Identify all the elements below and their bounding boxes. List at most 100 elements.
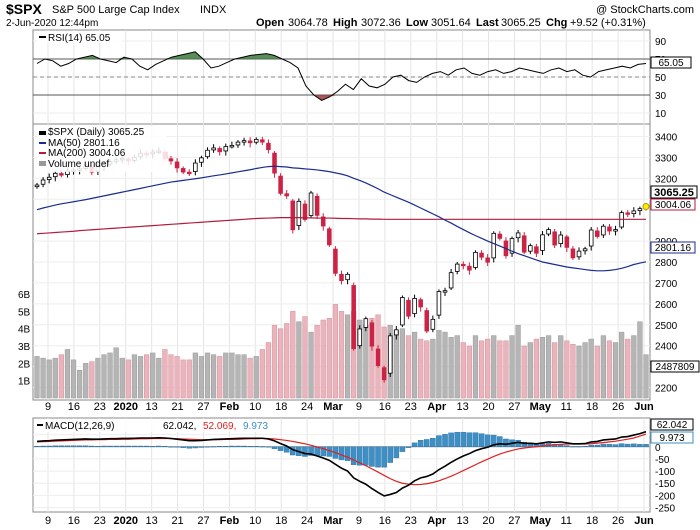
macd-histogram-bar: [369, 446, 375, 467]
macd-histogram-bar: [52, 445, 59, 447]
price-tick-label: 2600: [655, 300, 678, 311]
candle-body: [247, 140, 253, 144]
candle-body: [180, 168, 186, 173]
candle-body: [485, 257, 490, 263]
candle-body: [327, 228, 332, 246]
candle-body: [637, 208, 643, 212]
candle-body: [521, 235, 527, 253]
volume-bar: [107, 352, 113, 399]
x-tick-label: Jun: [634, 515, 654, 527]
candle-body: [576, 250, 582, 258]
macd-histogram-bar: [405, 446, 412, 448]
ma50-last-tag: 2801.16: [650, 241, 696, 254]
macd-histogram-bar: [503, 438, 509, 447]
candle-body: [479, 252, 484, 258]
price-last-value: 3065.25: [654, 187, 694, 199]
candle-body: [351, 285, 356, 350]
hist-last-value: 9.973: [659, 433, 684, 444]
volume-bar: [144, 354, 150, 399]
macd-histogram-bar: [192, 446, 199, 449]
macd-histogram-bar: [618, 443, 625, 447]
volume-bar: [424, 340, 430, 399]
ma50-last-value: 2801.16: [655, 243, 692, 254]
macd-histogram-bar: [34, 446, 40, 447]
macd-histogram-bar: [149, 446, 156, 447]
volume-bar: [277, 328, 284, 399]
volume-bar: [503, 340, 509, 399]
chg-label: Chg: [546, 17, 567, 29]
macd-histogram-bar: [436, 435, 442, 447]
candle-body: [260, 139, 265, 143]
macd-histogram-bar: [58, 445, 65, 447]
candle-body: [454, 263, 460, 272]
macd-tick-label: 0: [655, 443, 661, 454]
candle-body: [272, 152, 277, 174]
volume-bar: [527, 342, 533, 399]
volume-bar: [192, 352, 198, 399]
x-tick-label: 10: [249, 515, 261, 527]
x-tick-label: Jun: [634, 401, 654, 413]
macd-legend-label: MACD(12,26,9): [45, 421, 114, 432]
macd-chart: [33, 430, 650, 497]
candle-body: [363, 318, 369, 328]
volume-bar: [381, 326, 387, 399]
candle-body: [217, 148, 222, 153]
candle-body: [491, 232, 497, 259]
price-tick-label: 2800: [655, 258, 678, 269]
macd-histogram-bar: [113, 445, 119, 447]
rsi-line: [36, 51, 647, 101]
volume-bar: [162, 349, 168, 399]
rsi-legend-label: RSI(14) 65.05: [48, 33, 111, 44]
volume-bar: [217, 356, 223, 399]
volume-bar: [363, 324, 369, 399]
price-legend: $SPX (Daily) 3065.25 MA(50) 2801.16 MA(2…: [37, 126, 167, 172]
macd-histogram-bar: [472, 432, 479, 447]
volume-bar: [405, 335, 412, 399]
macd-histogram-bar: [131, 445, 138, 447]
high-label: High: [333, 17, 358, 29]
x-tick-label: 11: [561, 515, 572, 527]
macd-histogram-bar: [186, 446, 193, 449]
exchange: INDX: [200, 4, 227, 16]
macd-histogram-bar: [308, 446, 314, 456]
x-tick-label: Apr: [427, 401, 447, 413]
volume-bar: [637, 321, 643, 399]
volume-bars: [34, 304, 649, 399]
x-tick-label: 24: [301, 515, 313, 527]
candle-body: [534, 246, 539, 254]
ma50-line: [36, 165, 647, 272]
macd-histogram-bar: [606, 444, 613, 447]
candle-body: [394, 329, 399, 336]
volume-bar: [521, 345, 527, 399]
x-tick-label: 24: [301, 401, 313, 413]
macd-tick-label: -200: [655, 491, 675, 502]
x-tick-label: 16: [379, 515, 391, 527]
macd-histogram-bar: [637, 444, 643, 447]
volume-bar: [564, 340, 570, 399]
candle-body: [546, 229, 551, 235]
macd-histogram-bar: [320, 446, 326, 457]
x-tick-label: 11: [561, 401, 572, 413]
candle-body: [461, 263, 466, 267]
x-tick-label: May: [530, 515, 552, 527]
volume-bar: [594, 345, 600, 399]
candle-body: [625, 212, 630, 215]
price-tick-label: 3400: [655, 132, 678, 143]
volume-bar: [472, 335, 479, 399]
macd-histogram-bar: [137, 445, 144, 447]
x-tick-label: 27: [508, 515, 520, 527]
candle-body: [467, 265, 472, 271]
rsi-tick-label: 50: [655, 73, 667, 84]
macd-histogram-bar: [95, 446, 101, 447]
macd-legend-value: 62.042,: [163, 421, 196, 432]
x-tick-label: 18: [275, 401, 287, 413]
candle-body: [595, 230, 600, 237]
macd-histogram-bar: [448, 432, 454, 447]
candle-body: [199, 157, 204, 163]
macd-histogram-bar: [478, 433, 485, 447]
ma200-line: [36, 217, 646, 235]
ma50-legend-label: MA(50) 2801.16: [48, 138, 120, 149]
hist-legend-value: 9.973: [243, 421, 268, 432]
symbol: $SPX: [6, 1, 42, 17]
macd-histogram-bar: [247, 446, 253, 447]
